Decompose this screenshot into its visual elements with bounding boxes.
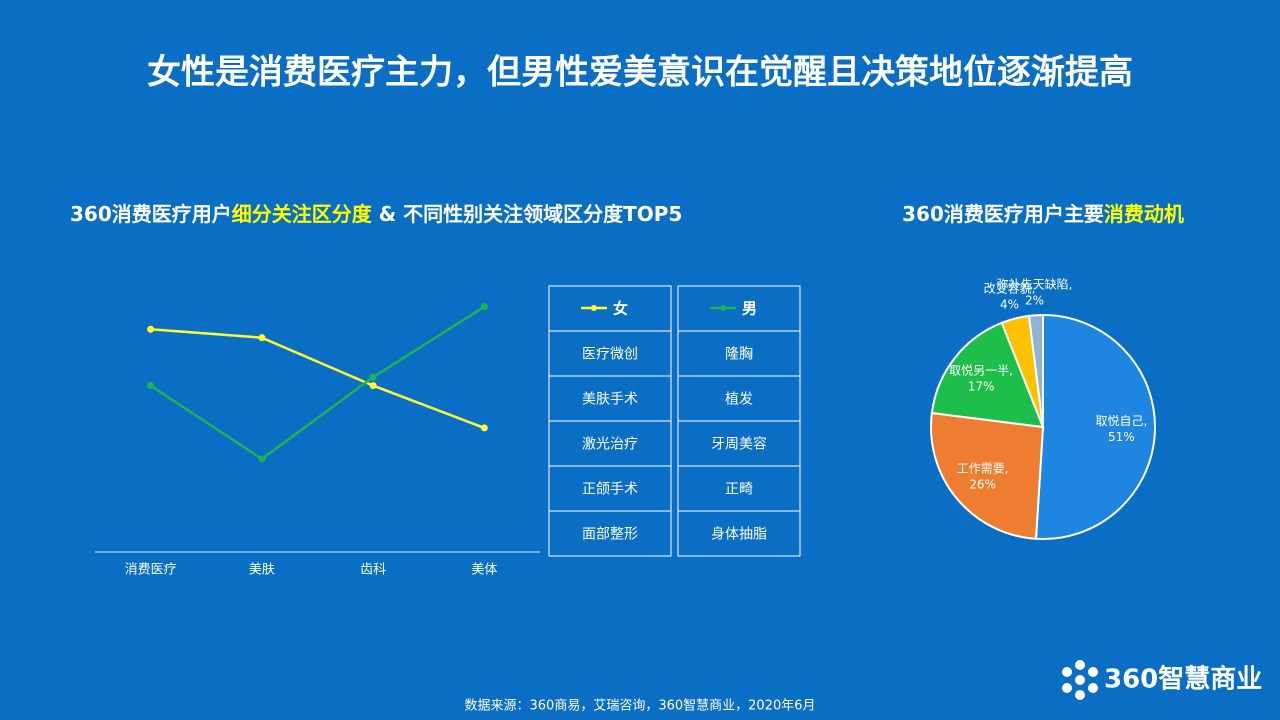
slice-value-label: 51% (1108, 430, 1135, 444)
table-cell-text: 身体抽脂 (711, 527, 767, 543)
slice-label: 取悦另一半, (949, 363, 1013, 377)
slide-title: 女性是消费医疗主力，但男性爱美意识在觉醒且决策地位逐渐提高 (147, 53, 1133, 93)
legend-swatch-dot (591, 305, 597, 311)
table-cell-text: 医疗微创 (582, 347, 638, 363)
logo-icon (1062, 660, 1098, 700)
legend-label: 女 (613, 300, 628, 318)
table-cell-text: 牙周美容 (711, 436, 767, 453)
series-line (149, 305, 486, 461)
table-cell-text: 植发 (725, 392, 753, 408)
table-cell (548, 285, 672, 332)
table-cell-text: 激光治疗 (582, 436, 638, 453)
legend-label: 男 (742, 300, 757, 318)
chart-subtitle: 360消费医疗用户主要消费动机 (902, 202, 1184, 226)
data-point (480, 424, 488, 432)
slice-label: 弥补先天缺陷, (997, 276, 1073, 291)
table-cell-text: 面部整形 (582, 527, 638, 543)
source-note: 数据来源：360商易，艾瑞咨询，360智慧商业，2020年6月 (465, 698, 816, 714)
logo-text: 360智慧商业 (1104, 664, 1262, 695)
table-cell-text: 隆胸 (725, 347, 753, 363)
chart-subtitle: 360消费医疗用户细分关注区分度 & 不同性别关注领域区分度TOP5 (70, 202, 682, 226)
subtitle-part: & 不同性别关注领域区分度TOP5 (372, 202, 683, 226)
slice-label: 取悦自己, (1095, 414, 1147, 428)
x-tick-label: 消费医疗 (125, 563, 177, 578)
subtitle-part: 消费动机 (1104, 202, 1184, 226)
data-point (369, 373, 377, 381)
subtitle-part: 360消费医疗用户 (70, 202, 232, 226)
x-tick-label: 美体 (471, 563, 497, 578)
table-cell (677, 285, 801, 332)
table-cell-text: 正畸 (725, 482, 753, 498)
data-point (147, 325, 155, 333)
table-cell-text: 美肤手术 (582, 392, 638, 408)
slice-value-label: 17% (968, 379, 995, 393)
subtitle-part: 360消费医疗用户主要 (902, 202, 1104, 226)
slice-value-label: 26% (969, 477, 996, 491)
pie-slice (930, 411, 1045, 540)
slice-value-label: 4% (1000, 297, 1019, 311)
pie-slice (1034, 313, 1156, 540)
x-tick-label: 美肤 (249, 563, 275, 578)
pie-slice (1027, 313, 1044, 428)
table-cell (548, 510, 672, 557)
pie-slice (930, 321, 1045, 429)
data-point (480, 303, 488, 311)
data-point (147, 382, 155, 390)
table-cell-text: 正颌手术 (582, 482, 638, 498)
data-point (369, 382, 377, 390)
series-line (150, 327, 485, 430)
data-point (258, 455, 266, 463)
table-cell (677, 510, 801, 557)
x-tick-label: 齿科 (360, 563, 386, 578)
data-point (258, 334, 266, 342)
legend-swatch-dot (720, 305, 726, 311)
slice-label: 改变容貌, (984, 280, 1036, 295)
slice-label: 工作需要, (957, 461, 1009, 475)
subtitle-part: 细分关注区分度 (232, 202, 373, 226)
slice-value-label: 2% (1025, 293, 1044, 307)
